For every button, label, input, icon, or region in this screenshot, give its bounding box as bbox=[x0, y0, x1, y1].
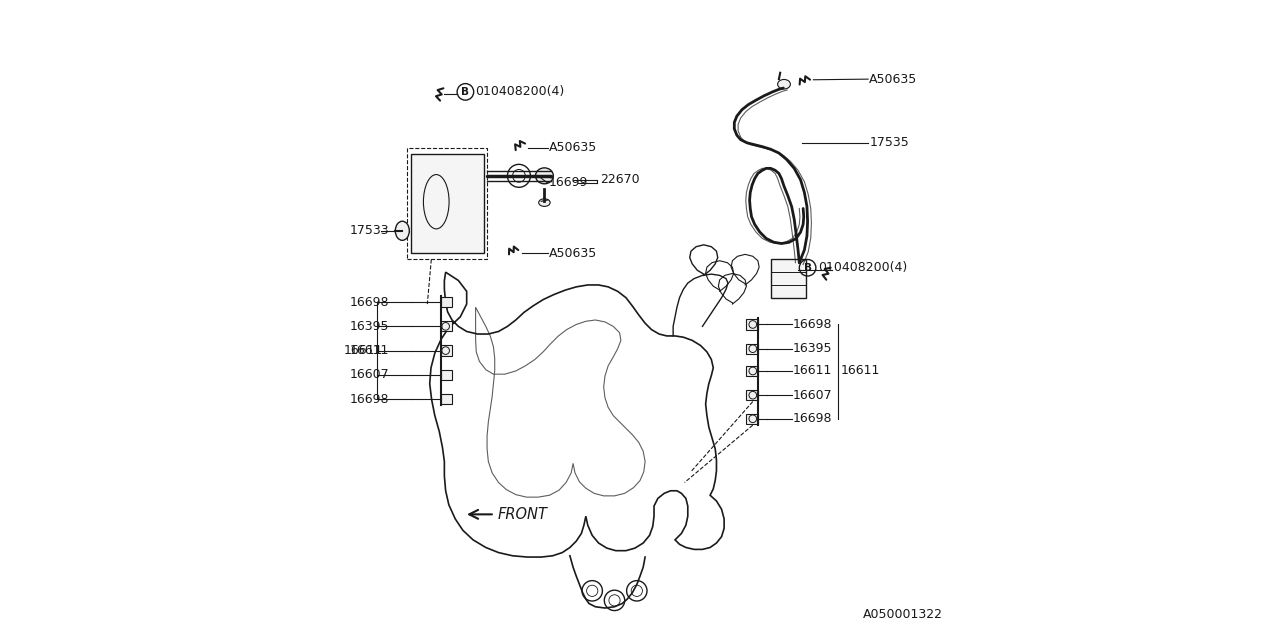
Text: B: B bbox=[804, 263, 812, 273]
Ellipse shape bbox=[778, 79, 790, 89]
Bar bbox=[746, 390, 758, 400]
Text: 16698: 16698 bbox=[349, 296, 389, 308]
Ellipse shape bbox=[396, 221, 410, 241]
Text: A050001322: A050001322 bbox=[863, 608, 943, 621]
Text: A50635: A50635 bbox=[549, 141, 598, 154]
Text: 16698: 16698 bbox=[792, 412, 832, 425]
Text: B: B bbox=[461, 87, 470, 97]
Text: 010408200(4): 010408200(4) bbox=[818, 261, 908, 275]
Text: 16611: 16611 bbox=[349, 344, 389, 357]
Text: FRONT: FRONT bbox=[497, 507, 547, 522]
Text: 010408200(4): 010408200(4) bbox=[476, 85, 564, 99]
Bar bbox=[746, 366, 758, 376]
Text: 16395: 16395 bbox=[349, 320, 389, 333]
Ellipse shape bbox=[539, 199, 550, 207]
Bar bbox=[440, 346, 452, 356]
Ellipse shape bbox=[535, 168, 553, 184]
Text: 16611: 16611 bbox=[344, 344, 383, 357]
Text: 16699: 16699 bbox=[549, 177, 589, 189]
Bar bbox=[407, 148, 488, 259]
Text: 17533: 17533 bbox=[349, 224, 389, 237]
Text: 17535: 17535 bbox=[869, 136, 909, 149]
Text: 16611: 16611 bbox=[792, 364, 832, 378]
Bar bbox=[771, 259, 805, 298]
Text: 16698: 16698 bbox=[792, 318, 832, 331]
Text: 16611: 16611 bbox=[841, 364, 881, 378]
Bar bbox=[440, 370, 452, 380]
Bar bbox=[440, 297, 452, 307]
Text: 16395: 16395 bbox=[792, 342, 832, 355]
Bar bbox=[411, 154, 484, 253]
Text: A50635: A50635 bbox=[549, 246, 598, 260]
Text: 16607: 16607 bbox=[349, 368, 389, 381]
Bar bbox=[440, 394, 452, 404]
Bar bbox=[746, 344, 758, 354]
Text: 16698: 16698 bbox=[349, 392, 389, 406]
Text: 16607: 16607 bbox=[792, 388, 832, 402]
Bar bbox=[440, 321, 452, 332]
Text: A50635: A50635 bbox=[869, 72, 918, 86]
Text: 22670: 22670 bbox=[600, 173, 640, 186]
Bar bbox=[746, 319, 758, 330]
Bar bbox=[746, 413, 758, 424]
